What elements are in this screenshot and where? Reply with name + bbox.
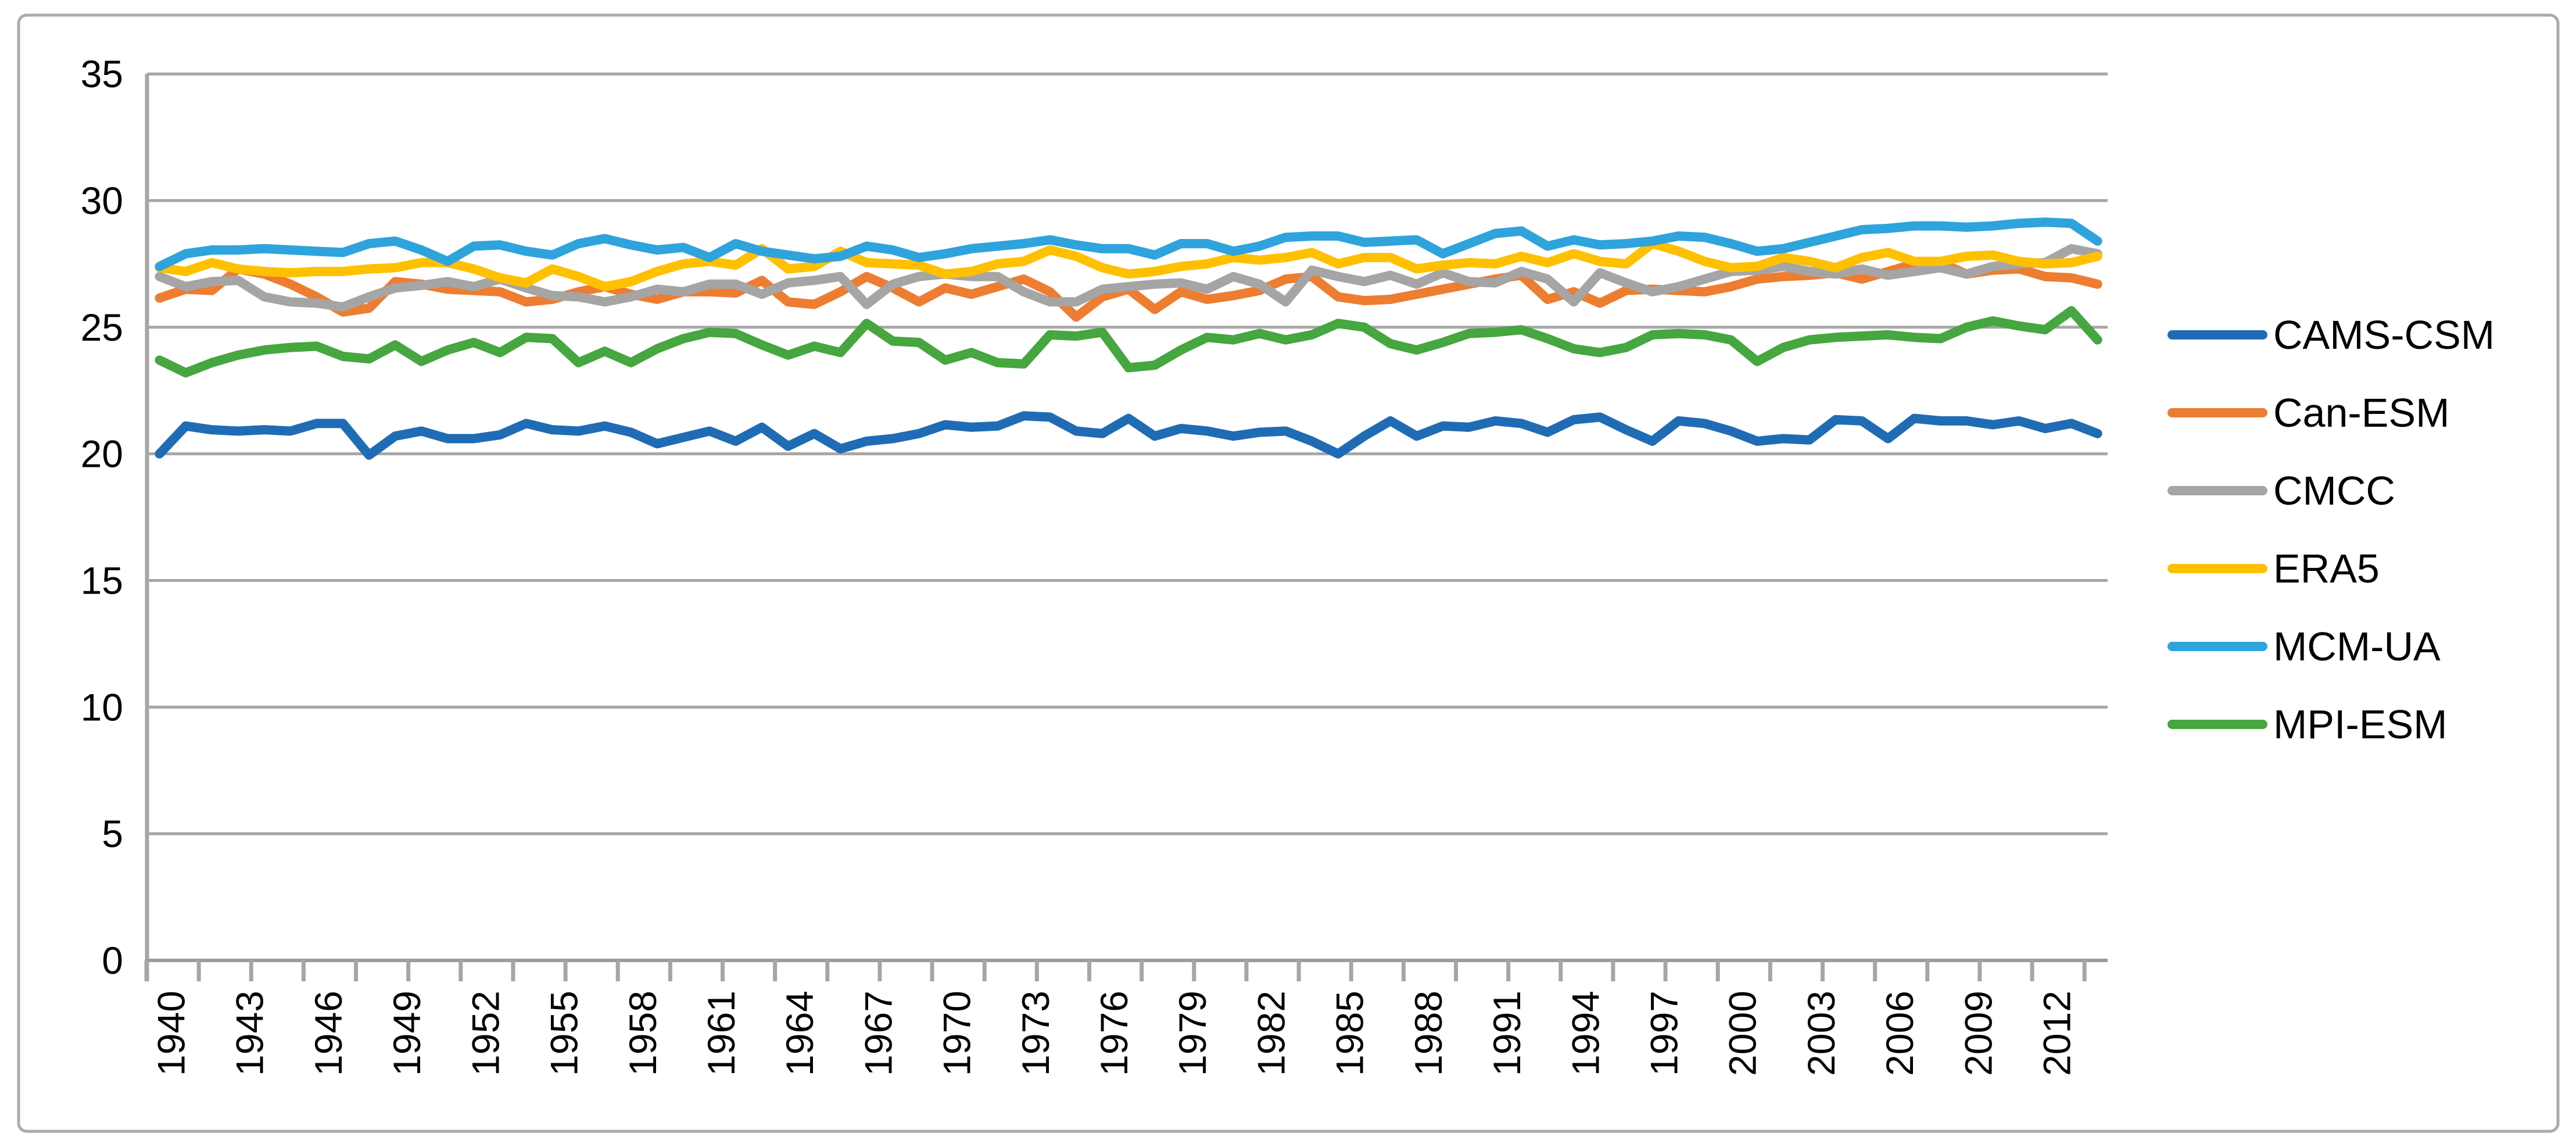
series-line-cmcc[interactable] [155,244,2102,312]
y-axis-label-20: 20 [81,433,123,476]
y-axis-label-15: 15 [81,559,123,602]
x-axis-label-1955: 1955 [543,991,586,1076]
x-axis-label-1982: 1982 [1249,991,1292,1076]
x-axis-label-1940: 1940 [150,991,193,1076]
legend-swatch-cmcc [2167,486,2267,495]
x-axis-label-1952: 1952 [464,991,507,1076]
legend-swatch-cams-csm [2167,330,2267,340]
legend-item-mcm-ua[interactable]: MCM-UA [2167,624,2441,669]
x-axis-label-1973: 1973 [1014,991,1057,1076]
y-axis-label-25: 25 [81,306,123,349]
x-axis-label-2006: 2006 [1878,991,1921,1076]
x-axis-label-1988: 1988 [1407,991,1450,1076]
x-axis-label-2003: 2003 [1800,991,1843,1076]
x-axis-label-1964: 1964 [778,991,821,1076]
legend-label-mcm-ua: MCM-UA [2273,624,2441,669]
x-axis-label-1994: 1994 [1564,991,1607,1076]
x-axis-label-1985: 1985 [1328,991,1371,1076]
x-axis-label-1943: 1943 [228,991,271,1076]
y-axis-label-10: 10 [81,685,123,728]
x-axis-label-1961: 1961 [700,991,743,1076]
legend-label-cmcc: CMCC [2273,468,2395,513]
legend-label-era5: ERA5 [2273,546,2380,591]
x-axis-label-1979: 1979 [1171,991,1214,1076]
chart-border [17,13,2560,1133]
legend-item-can-esm[interactable]: Can-ESM [2167,390,2449,435]
legend-swatch-mpi-esm [2167,720,2267,729]
legend-item-cams-csm[interactable]: CAMS-CSM [2167,312,2495,358]
legend-label-can-esm: Can-ESM [2273,390,2449,435]
legend-item-era5[interactable]: ERA5 [2167,546,2380,591]
legend-swatch-can-esm [2167,408,2267,417]
y-axis-label-30: 30 [81,179,123,222]
series-line-era5[interactable] [155,239,2102,292]
legend-swatch-era5 [2167,564,2267,573]
legend-item-mpi-esm[interactable]: MPI-ESM [2167,702,2447,747]
series-line-mcm-ua[interactable] [155,217,2102,271]
x-axis-label-2000: 2000 [1721,991,1764,1076]
y-axis-label-0: 0 [102,939,123,982]
legend-label-cams-csm: CAMS-CSM [2273,312,2495,358]
legend-label-mpi-esm: MPI-ESM [2273,702,2447,747]
x-axis-label-1997: 1997 [1642,991,1685,1076]
x-axis-label-1949: 1949 [385,991,428,1076]
legend-swatch-mcm-ua [2167,642,2267,651]
x-axis-label-1970: 1970 [936,991,979,1076]
series-line-mpi-esm[interactable] [155,306,2102,378]
y-axis-label-35: 35 [81,52,123,95]
y-axis-label-5: 5 [102,812,123,855]
x-axis-label-1991: 1991 [1485,991,1528,1076]
x-axis-label-1967: 1967 [857,991,900,1076]
x-axis-label-1946: 1946 [307,991,350,1076]
series-line-cams-csm[interactable] [155,411,2102,460]
legend-item-cmcc[interactable]: CMCC [2167,468,2395,513]
x-axis-label-2012: 2012 [2036,991,2079,1076]
x-axis-label-2009: 2009 [1957,991,2000,1076]
x-axis-label-1976: 1976 [1092,991,1135,1076]
x-axis-label-1958: 1958 [621,991,664,1076]
